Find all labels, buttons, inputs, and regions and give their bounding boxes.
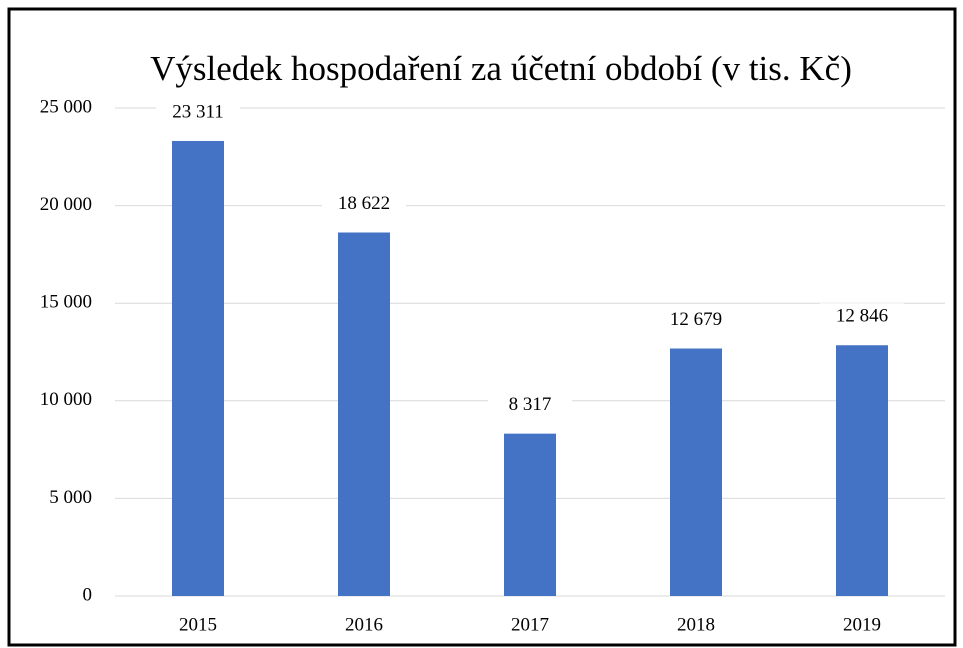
bar (338, 232, 390, 596)
bar (504, 433, 556, 596)
data-label-bg (820, 303, 904, 332)
data-label: 23 311 (172, 101, 224, 122)
data-label: 8 317 (509, 394, 552, 415)
x-tick-label: 2019 (843, 614, 881, 635)
y-tick-label: 0 (83, 584, 93, 605)
data-label-bg (156, 98, 240, 127)
x-tick-label: 2016 (345, 614, 383, 635)
chart-border (7, 7, 957, 647)
data-label-bg (654, 306, 738, 335)
x-tick-label: 2018 (677, 614, 715, 635)
bar (836, 345, 888, 596)
y-tick-label: 10 000 (40, 389, 92, 410)
y-tick-label: 5 000 (49, 487, 92, 508)
y-tick-label: 15 000 (40, 292, 92, 313)
y-tick-label: 25 000 (40, 96, 92, 117)
chart-title: Výsledek hospodaření za účetní období (v… (150, 49, 852, 88)
bar (670, 348, 722, 596)
data-label-bg (488, 391, 572, 420)
data-label: 12 679 (670, 309, 722, 330)
bar (172, 140, 224, 596)
x-tick-label: 2015 (179, 614, 217, 635)
data-label: 18 622 (338, 193, 390, 214)
y-tick-label: 20 000 (40, 194, 92, 215)
data-label: 12 846 (836, 306, 888, 327)
data-label-bg (322, 190, 406, 219)
x-tick-label: 2017 (511, 614, 549, 635)
